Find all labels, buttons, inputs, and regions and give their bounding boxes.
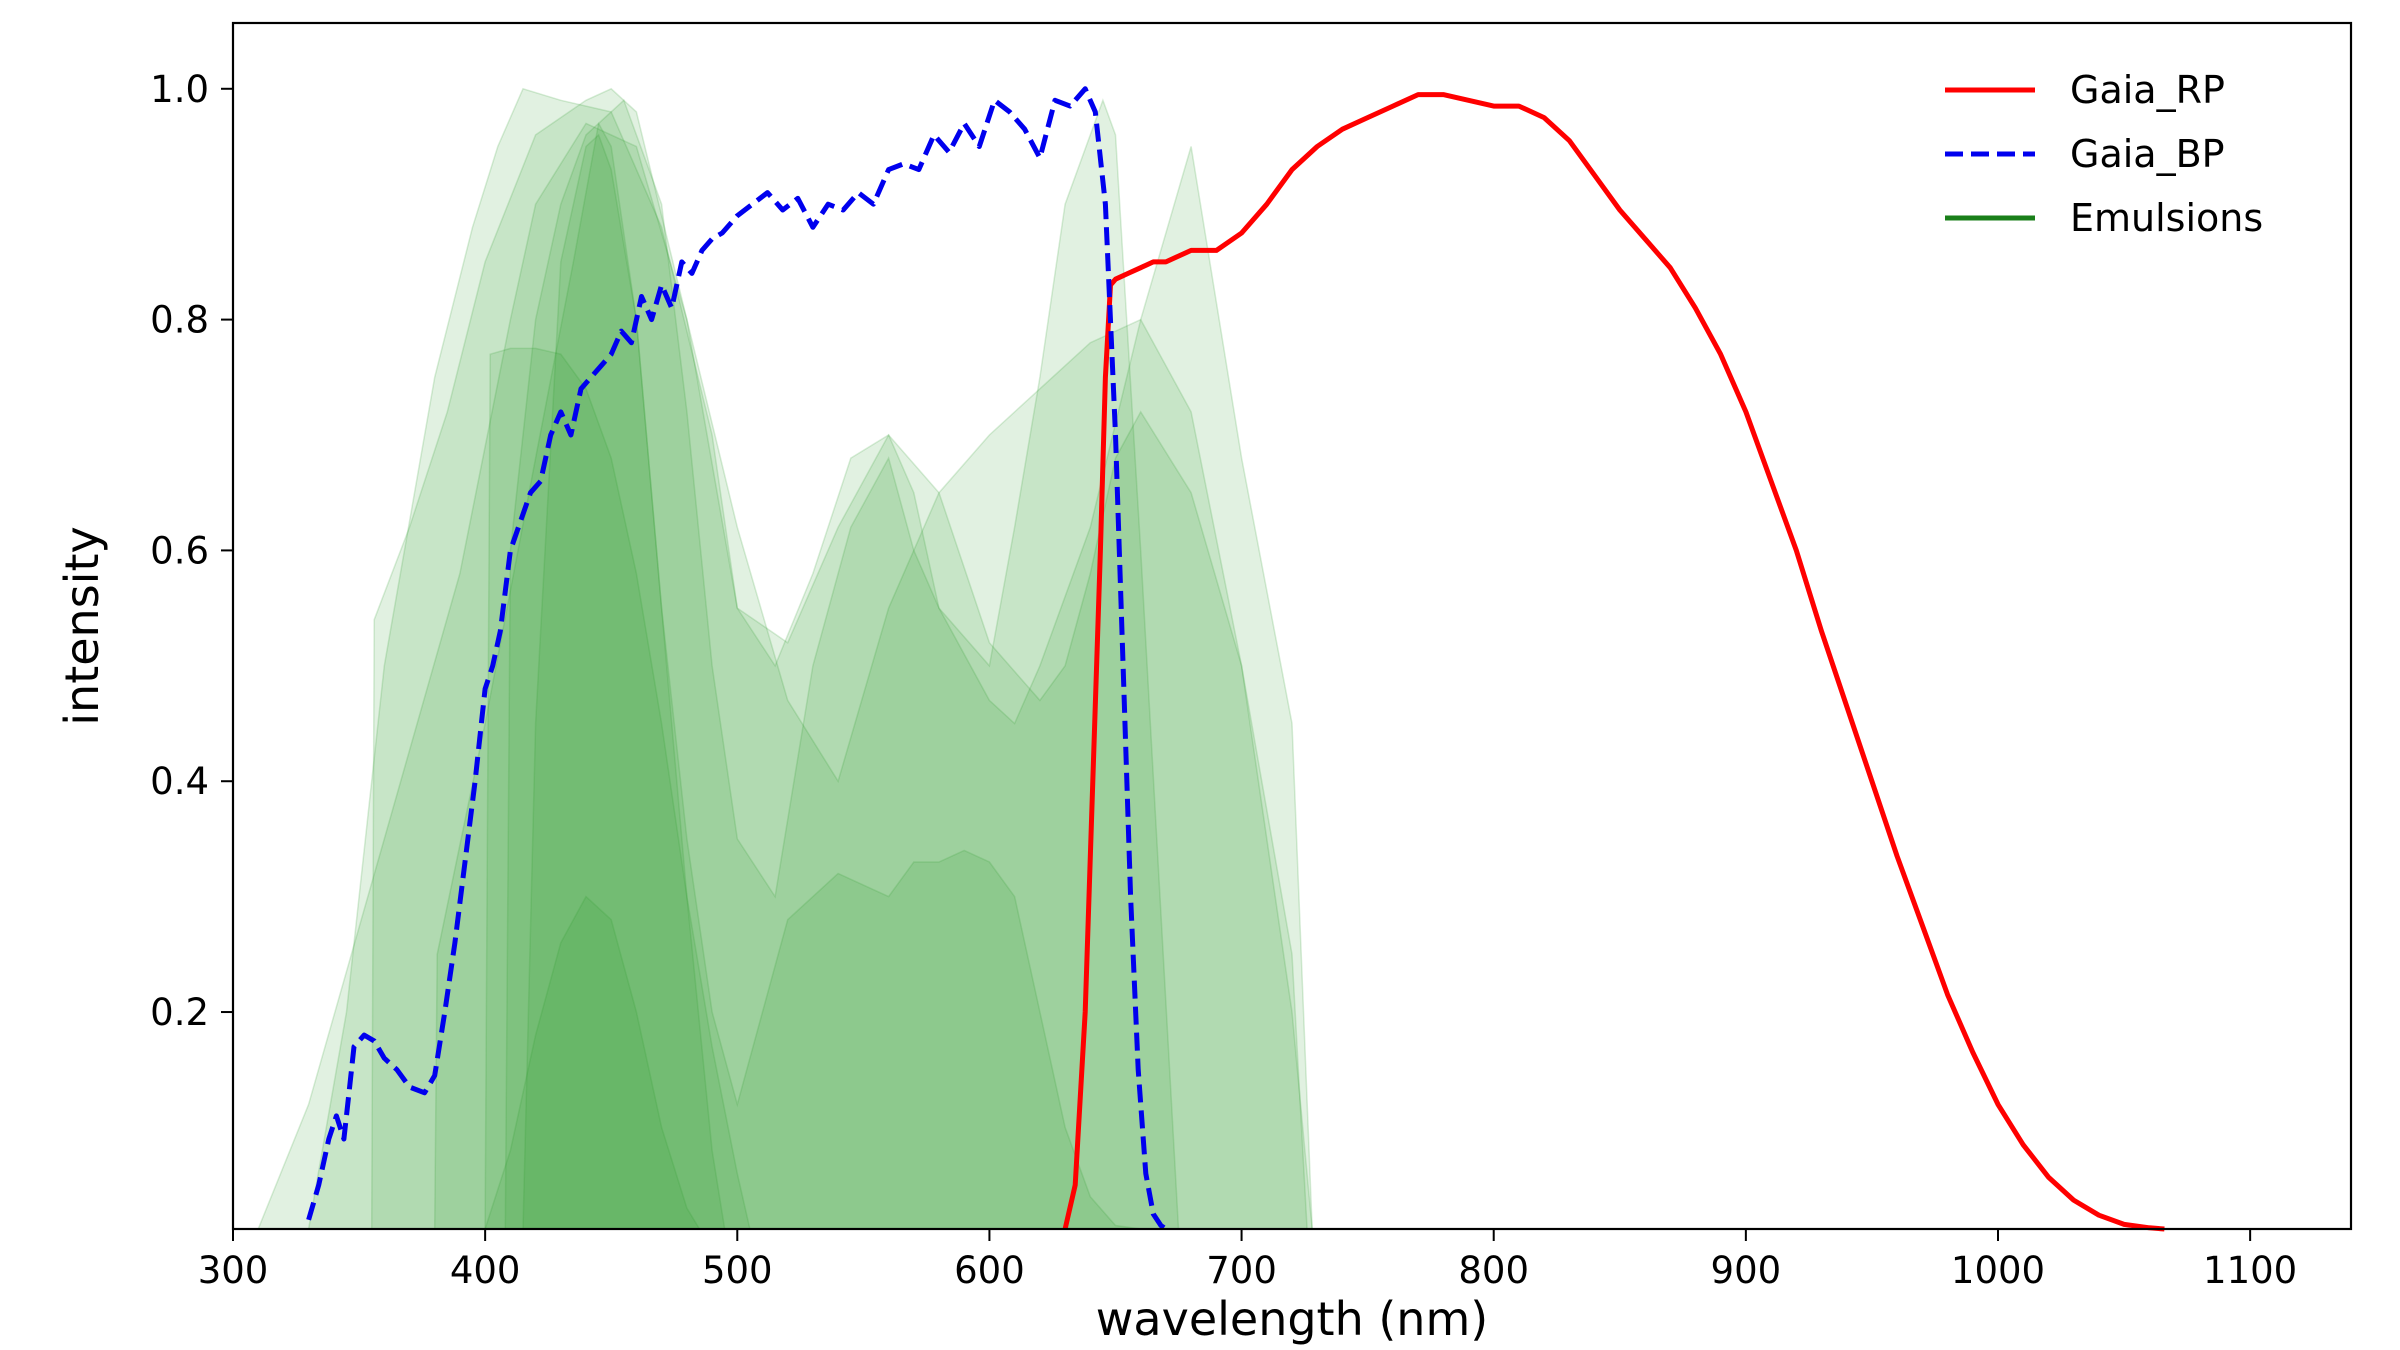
- legend-label: Gaia_BP: [2070, 132, 2225, 176]
- y-tick-label: 1.0: [150, 68, 209, 111]
- plot-frame: [231, 21, 2353, 1231]
- x-tick-label: 900: [1711, 1249, 1782, 1292]
- y-tick-label: 0.2: [150, 991, 209, 1034]
- x-tick-label: 1000: [1951, 1249, 2045, 1292]
- series-lines: [306, 86, 2165, 1232]
- y-axis-label: intensity: [55, 526, 109, 725]
- x-tick-label: 1100: [2203, 1249, 2297, 1292]
- emulsion-area-5: [484, 347, 751, 1230]
- legend-label: Emulsions: [2070, 196, 2263, 240]
- legend: Gaia_RP Gaia_BP Emulsions: [1945, 68, 2263, 240]
- series-line-gaia-bp: [306, 86, 1168, 1232]
- emulsion-area-2: [307, 87, 1308, 1230]
- x-tick-label: 500: [702, 1249, 773, 1292]
- y-axis: 0.2 0.4 0.6 0.8 1.0: [150, 68, 233, 1034]
- y-tick-label: 0.4: [150, 760, 209, 803]
- series-line-gaia-rp: [1062, 92, 2165, 1232]
- x-tick-label: 400: [450, 1249, 521, 1292]
- emulsion-areas: [257, 87, 1314, 1230]
- emulsion-area-1: [257, 122, 1314, 1230]
- legend-label: Gaia_RP: [2070, 68, 2225, 112]
- x-tick-label: 300: [198, 1249, 269, 1292]
- x-tick-label: 800: [1458, 1249, 1529, 1292]
- emulsion-area-6: [504, 122, 1141, 1230]
- x-tick-label: 700: [1206, 1249, 1277, 1292]
- x-tick-label: 600: [954, 1249, 1025, 1292]
- emulsion-area-4: [433, 98, 1180, 1230]
- x-axis: 300 400 500 600 700 800 900 1000 1100: [198, 1229, 2297, 1292]
- x-axis-label: wavelength (nm): [1096, 1292, 1488, 1346]
- emulsion-area-8: [522, 133, 726, 1230]
- y-tick-label: 0.6: [150, 529, 209, 572]
- y-tick-label: 0.8: [150, 299, 209, 342]
